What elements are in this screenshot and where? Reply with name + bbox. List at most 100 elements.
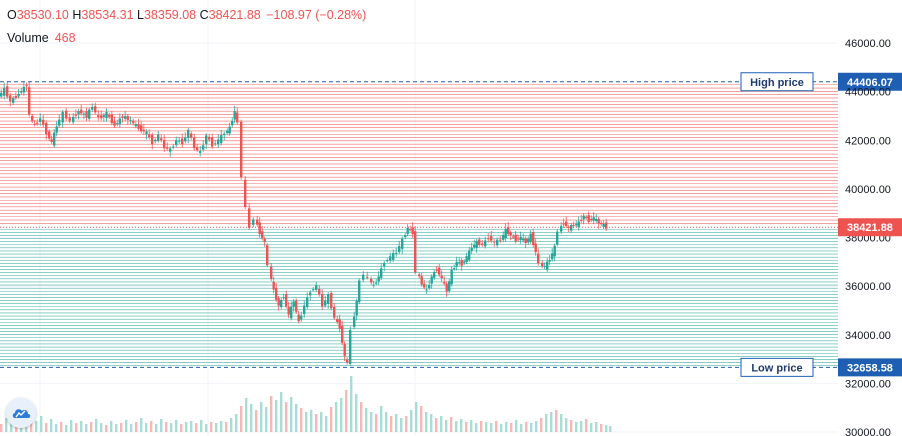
volume-bar — [255, 410, 258, 432]
candle-body — [401, 238, 404, 249]
low-price-tag — [838, 358, 902, 377]
candle-body — [565, 221, 568, 227]
candle-body — [481, 243, 484, 245]
volume-bar — [170, 423, 173, 432]
candle-body — [529, 233, 532, 242]
candle-body — [585, 217, 588, 219]
candle-body — [458, 262, 461, 264]
candle-body — [199, 150, 202, 153]
volume-bar — [325, 416, 328, 432]
volume-bar — [400, 418, 403, 432]
candle-body — [303, 305, 306, 315]
candle-body — [522, 238, 525, 241]
volume-bar — [140, 418, 143, 432]
volume-bar — [390, 416, 393, 432]
candle-body — [256, 219, 259, 225]
candle-body — [433, 272, 436, 278]
candle-body — [355, 300, 358, 316]
candle-body — [61, 112, 64, 123]
volume-bar — [525, 422, 528, 432]
candle-body — [343, 343, 346, 356]
candle-body — [509, 232, 512, 236]
volume-bar — [435, 418, 438, 432]
candle-body — [9, 95, 12, 102]
volume-bar — [155, 424, 158, 432]
volume-bar — [75, 423, 78, 432]
candle-body — [383, 263, 386, 267]
candle-body — [577, 221, 580, 228]
grid-lines — [0, 0, 838, 436]
candle-body — [108, 114, 111, 117]
volume-bar — [465, 422, 468, 432]
candle-body — [590, 219, 593, 221]
volume-bar — [185, 422, 188, 432]
price-axis[interactable]: 46000.0044000.0042000.0040000.0038000.00… — [838, 38, 902, 436]
volume-bar — [180, 424, 183, 432]
volume-bar — [375, 414, 378, 432]
volume-bar — [165, 422, 168, 432]
candle-body — [25, 84, 28, 86]
volume-bar — [225, 422, 228, 432]
volume-bar — [95, 419, 98, 432]
volume-bar — [335, 402, 338, 432]
volume-bar — [300, 408, 303, 432]
volume-bar — [585, 419, 588, 432]
volume-label: Volume — [7, 31, 49, 45]
volume-bar — [265, 407, 268, 432]
candle-body — [321, 294, 324, 307]
candle-body — [465, 256, 468, 263]
candle-body — [181, 138, 184, 145]
candle-body — [277, 298, 280, 306]
volume-bar — [560, 414, 563, 432]
candle-body — [91, 106, 94, 110]
volume-bar — [100, 423, 103, 432]
candle-body — [306, 297, 309, 308]
y-tick-label: 44000.00 — [845, 87, 891, 99]
candle-body — [312, 289, 315, 291]
volume-bar — [575, 422, 578, 432]
volume-bar — [120, 423, 123, 432]
volume-bars — [0, 376, 612, 432]
candle-body — [341, 325, 344, 343]
candle-body — [409, 229, 412, 231]
change-value: −108.97 (−0.28%) — [266, 8, 367, 22]
candle-body — [282, 297, 285, 299]
volume-bar — [275, 400, 278, 432]
volume-bar — [150, 421, 153, 432]
candle-body — [468, 250, 471, 260]
volume-bar — [425, 412, 428, 432]
candle-body — [17, 94, 20, 97]
candle-body — [487, 238, 490, 240]
volume-bar — [500, 424, 503, 432]
candle-body — [420, 276, 423, 285]
candle-body — [121, 116, 124, 118]
tradingview-cloud-icon[interactable] — [6, 398, 36, 428]
candle-body — [77, 111, 80, 115]
candle-body — [315, 285, 318, 291]
candle-body — [527, 238, 530, 243]
candle-body — [258, 222, 261, 235]
candle-body — [336, 319, 339, 322]
last-price-tag — [838, 218, 902, 237]
candle-body — [300, 315, 303, 320]
volume-bar — [565, 418, 568, 432]
candle-body — [113, 121, 116, 126]
candle-body — [411, 227, 414, 235]
candle-body — [517, 238, 520, 240]
candle-body — [252, 219, 255, 225]
volume-bar — [260, 402, 263, 432]
volume-bar — [420, 406, 423, 432]
volume-bar — [235, 414, 238, 432]
candle-body — [50, 139, 53, 142]
candle-body — [380, 268, 383, 278]
candle-body — [548, 260, 551, 262]
candle-body — [605, 222, 608, 229]
volume-bar — [280, 392, 283, 432]
candle-body — [392, 253, 395, 260]
candle-body — [445, 283, 448, 292]
volume-bar — [405, 416, 408, 432]
y-tick-label: 46000.00 — [845, 38, 891, 50]
volume-bar — [130, 424, 133, 432]
candle-body — [309, 292, 312, 296]
